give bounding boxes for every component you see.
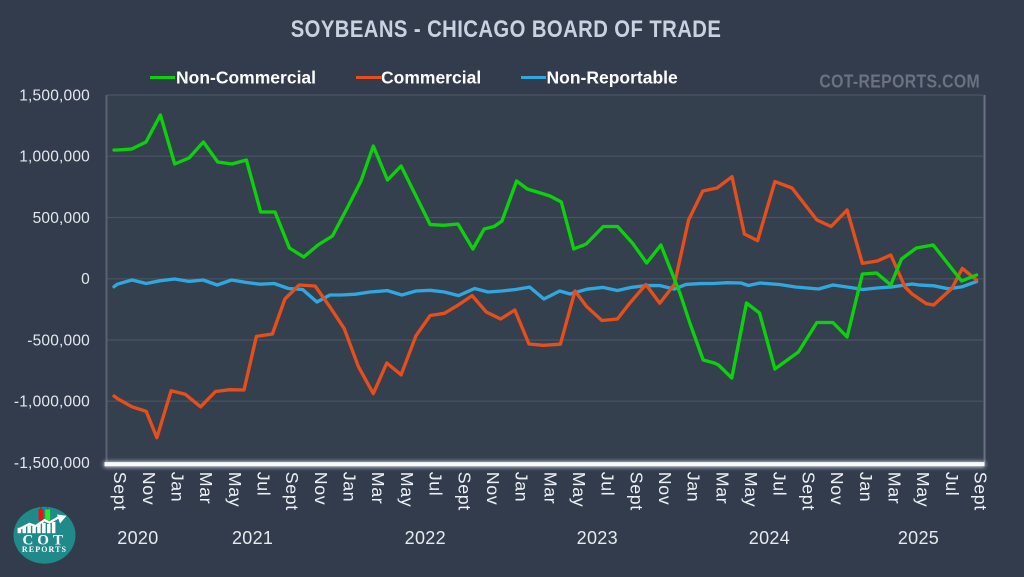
- svg-text:Non-Reportable: Non-Reportable: [547, 68, 679, 88]
- svg-text:Jan: Jan: [684, 472, 704, 502]
- svg-text:Mar: Mar: [885, 472, 905, 504]
- svg-text:Sept: Sept: [282, 472, 302, 511]
- svg-text:Nov: Nov: [311, 472, 331, 505]
- svg-text:Jan: Jan: [168, 472, 188, 502]
- svg-text:2024: 2024: [749, 528, 790, 548]
- svg-text:Nov: Nov: [655, 472, 675, 505]
- svg-text:Jul: Jul: [254, 472, 274, 497]
- svg-text:Nov: Nov: [827, 472, 847, 505]
- svg-text:2022: 2022: [405, 528, 446, 548]
- svg-text:2025: 2025: [898, 528, 939, 548]
- svg-text:Jul: Jul: [598, 472, 618, 497]
- svg-text:May: May: [569, 472, 589, 507]
- svg-text:COT: COT: [22, 532, 67, 548]
- svg-text:-1,000,000: -1,000,000: [14, 394, 90, 411]
- svg-text:May: May: [741, 472, 761, 507]
- svg-text:May: May: [913, 472, 933, 507]
- svg-text:May: May: [225, 472, 245, 507]
- svg-text:Jan: Jan: [340, 472, 360, 502]
- svg-text:-1,500,000: -1,500,000: [14, 455, 90, 472]
- svg-text:Commercial: Commercial: [381, 68, 481, 88]
- svg-text:-500,000: -500,000: [27, 332, 90, 349]
- svg-text:Mar: Mar: [368, 472, 388, 504]
- svg-text:1,500,000: 1,500,000: [19, 87, 90, 104]
- svg-text:Sept: Sept: [971, 472, 991, 511]
- svg-text:REPORTS: REPORTS: [22, 545, 67, 554]
- svg-text:Jul: Jul: [770, 472, 790, 497]
- svg-text:500,000: 500,000: [33, 210, 91, 227]
- svg-text:COT-REPORTS.COM: COT-REPORTS.COM: [819, 70, 980, 91]
- svg-text:0: 0: [81, 271, 90, 288]
- svg-text:Sept: Sept: [454, 472, 474, 511]
- svg-text:SOYBEANS - CHICAGO BOARD OF TR: SOYBEANS - CHICAGO BOARD OF TRADE: [291, 15, 722, 42]
- svg-text:Nov: Nov: [139, 472, 159, 505]
- svg-text:2020: 2020: [117, 528, 158, 548]
- svg-text:Jul: Jul: [426, 472, 446, 497]
- svg-text:Sept: Sept: [798, 472, 818, 511]
- svg-text:Jan: Jan: [512, 472, 532, 502]
- svg-text:Non-Commercial: Non-Commercial: [176, 68, 316, 88]
- svg-text:2021: 2021: [232, 528, 273, 548]
- svg-text:Mar: Mar: [196, 472, 216, 504]
- svg-text:May: May: [397, 472, 417, 507]
- svg-text:1,000,000: 1,000,000: [19, 149, 90, 166]
- svg-text:Jul: Jul: [942, 472, 962, 497]
- svg-text:Nov: Nov: [483, 472, 503, 505]
- svg-text:Mar: Mar: [712, 472, 732, 504]
- svg-text:Sept: Sept: [110, 472, 130, 511]
- svg-text:Mar: Mar: [540, 472, 560, 504]
- svg-text:Sept: Sept: [626, 472, 646, 511]
- svg-text:Jan: Jan: [856, 472, 876, 502]
- svg-text:2023: 2023: [577, 528, 618, 548]
